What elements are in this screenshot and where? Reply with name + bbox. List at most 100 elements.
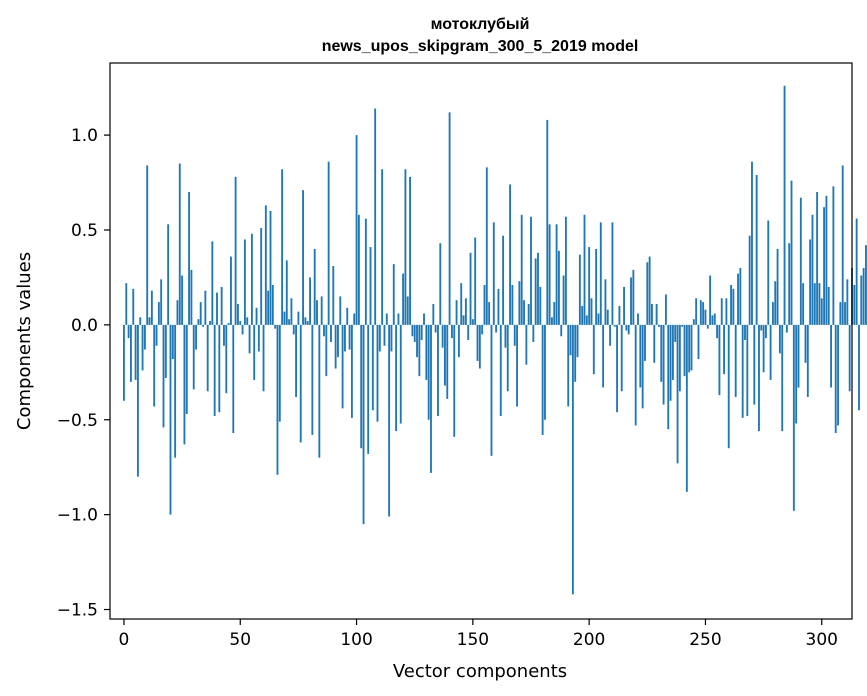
bar — [434, 324, 437, 333]
bar — [230, 256, 232, 325]
bar — [197, 319, 200, 325]
bar — [711, 315, 714, 325]
bar — [544, 324, 546, 420]
bar — [455, 300, 458, 325]
bar — [432, 304, 435, 325]
bar — [709, 275, 712, 325]
bar — [765, 324, 767, 339]
bar — [716, 324, 719, 339]
bar — [464, 298, 467, 325]
bar — [313, 248, 316, 325]
bar — [506, 324, 509, 392]
bar — [211, 241, 214, 325]
bar — [309, 277, 311, 325]
bar — [655, 304, 658, 325]
bar — [739, 267, 742, 325]
y-axis-ticks: −1.5 −1.0 −0.5 0.0 0.5 1.0 — [57, 126, 110, 621]
x-tick-label: 250 — [689, 630, 721, 650]
bar — [467, 324, 470, 341]
bar — [590, 298, 593, 325]
bar — [627, 324, 630, 335]
bar — [402, 273, 405, 325]
bar — [704, 309, 707, 325]
bar — [585, 315, 588, 325]
bar — [330, 324, 332, 342]
bar — [630, 277, 632, 325]
bar — [281, 169, 284, 325]
bar — [644, 324, 646, 361]
bar — [227, 322, 230, 325]
bar — [399, 324, 402, 424]
bar — [446, 324, 449, 399]
bar — [846, 279, 849, 325]
bar — [502, 235, 505, 325]
bar — [130, 324, 132, 382]
bar — [518, 281, 521, 325]
bar — [634, 324, 637, 426]
x-tick-label: 200 — [573, 630, 605, 650]
bar — [416, 324, 418, 358]
bar — [674, 324, 677, 342]
bar — [548, 224, 551, 325]
bar — [206, 324, 209, 392]
bar — [441, 324, 444, 348]
bar — [157, 302, 160, 325]
bar — [525, 324, 528, 365]
bar — [488, 302, 491, 325]
bar — [183, 324, 186, 445]
bar — [360, 324, 363, 449]
bar — [837, 324, 839, 426]
bar — [667, 324, 670, 430]
bar — [685, 324, 688, 492]
bar — [811, 214, 814, 325]
bar — [143, 324, 146, 350]
bar — [741, 324, 744, 418]
bar — [611, 222, 614, 325]
bar — [283, 311, 286, 325]
bar — [588, 247, 591, 325]
bar — [676, 324, 679, 464]
bar — [311, 324, 314, 435]
bar — [409, 176, 411, 325]
bar — [148, 317, 151, 325]
bar — [776, 248, 779, 325]
bar — [681, 324, 684, 327]
bar — [513, 324, 516, 346]
bar — [285, 260, 288, 325]
bar — [430, 324, 432, 473]
bar — [237, 304, 239, 325]
bar — [439, 243, 442, 325]
bar — [499, 324, 502, 416]
bar — [718, 324, 721, 396]
bar — [727, 324, 730, 449]
bar — [695, 298, 698, 325]
bar — [664, 294, 667, 325]
bar — [623, 286, 625, 325]
bar — [492, 222, 495, 325]
y-tick-label: −0.5 — [57, 411, 98, 431]
bar — [204, 290, 207, 325]
bar — [771, 302, 774, 325]
bar — [832, 186, 835, 325]
bar — [530, 216, 532, 325]
bar — [571, 324, 574, 595]
bar — [702, 302, 705, 325]
bar — [276, 324, 279, 475]
y-tick-label: −1.0 — [57, 506, 98, 526]
bar — [713, 313, 716, 325]
x-tick-label: 50 — [229, 630, 251, 650]
bar — [790, 180, 793, 325]
bar — [381, 169, 384, 325]
bar — [288, 319, 291, 325]
bar — [316, 300, 318, 325]
bar — [297, 311, 300, 325]
bar — [560, 324, 563, 337]
bar — [232, 324, 235, 434]
bar — [136, 324, 139, 477]
bar — [127, 324, 130, 339]
bar — [485, 167, 488, 325]
bar — [730, 285, 732, 325]
bar — [304, 317, 307, 325]
bar — [706, 324, 709, 329]
bar — [555, 224, 558, 325]
